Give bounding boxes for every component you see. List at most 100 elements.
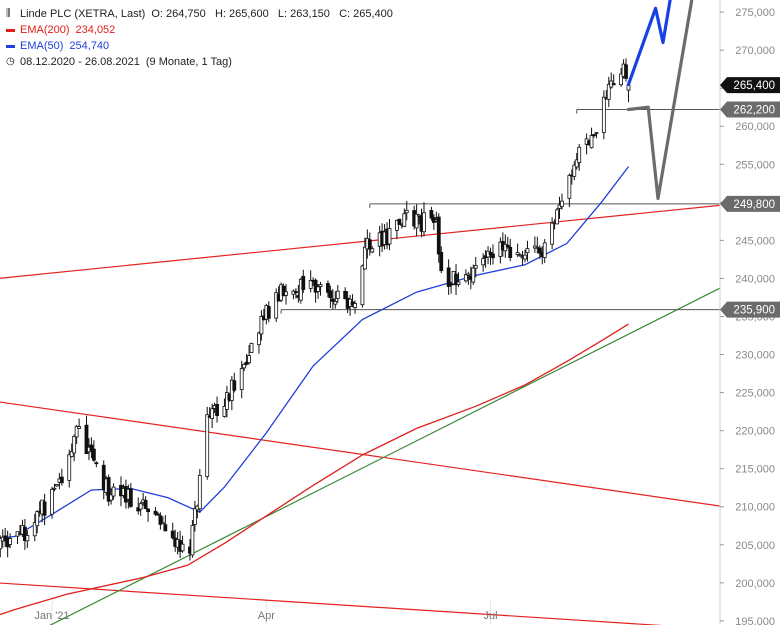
candle-body (505, 244, 510, 248)
candle-body (572, 164, 577, 177)
candle-body (577, 146, 582, 163)
candle-body (74, 425, 79, 438)
last-price-label: 265,400 (733, 80, 775, 92)
candle-body (94, 462, 99, 465)
candle-body (463, 274, 468, 282)
candle-body (109, 494, 114, 501)
candle-body (488, 251, 493, 255)
candle-body (439, 251, 444, 272)
candle-body (197, 474, 202, 510)
candle-body (32, 522, 37, 537)
candle-body (624, 64, 628, 79)
candle-body (50, 488, 54, 515)
level-price-label: 235,900 (733, 305, 775, 317)
x-tick-label: Apr (258, 610, 275, 622)
legend-instrument: Linde PLC (XETRA, Last) (20, 8, 146, 20)
candle-body (249, 342, 254, 353)
candle-body (343, 290, 348, 300)
x-axis: Jan '21 Apr Jul (34, 610, 497, 622)
candle-body (537, 247, 542, 254)
candle-body (397, 218, 402, 225)
candle-body (266, 306, 271, 319)
projection-arrows (626, 0, 694, 201)
legend-period: 08.12.2020 - 26.08.2021 (20, 56, 140, 68)
candle-body (274, 292, 279, 319)
candle-body (293, 291, 298, 294)
ema50-line (0, 166, 630, 539)
level-price-tag (720, 101, 780, 118)
y-tick-label: 230,000 (735, 350, 775, 362)
legend-ema200-label: EMA(200) (20, 24, 70, 36)
candle-body (89, 444, 94, 452)
candle-body (525, 248, 530, 254)
candle-body (318, 284, 323, 287)
y-tick-label: 275,000 (735, 7, 775, 19)
y-tick-label: 270,000 (735, 45, 775, 57)
red-trendline (0, 582, 663, 625)
candle-body (404, 209, 409, 214)
candle-body (101, 464, 106, 491)
candle-body (316, 286, 320, 292)
candle-body (436, 216, 441, 255)
candle-body (508, 246, 513, 258)
x-tick-label: Jul (483, 610, 497, 622)
candle-body (106, 477, 111, 502)
candle-body (225, 392, 229, 410)
candle-body (160, 522, 165, 525)
red-trendline (0, 204, 720, 279)
y-tick-label: 195,000 (735, 616, 775, 625)
candle-body (454, 273, 458, 286)
candle-body (247, 355, 251, 364)
candlestick-icon: ⫼ (6, 8, 11, 19)
candle-body (205, 414, 210, 477)
candle-body (301, 275, 306, 290)
candle-body (515, 252, 520, 256)
candle-body (574, 159, 579, 168)
y-tick-label: 240,000 (735, 273, 775, 285)
candle-body (589, 135, 594, 149)
candle-body (35, 511, 40, 527)
candle-body (55, 484, 59, 487)
ema-lines (0, 166, 630, 616)
level-price-tag (720, 195, 780, 212)
candle-body (239, 368, 244, 390)
y-tick-label: 260,000 (735, 121, 775, 133)
candle-body (153, 510, 158, 515)
blue-projection-arrow (626, 0, 672, 87)
candle-body (143, 500, 148, 509)
candle-body (446, 267, 451, 287)
candle-body (59, 476, 64, 484)
last-price-tag (720, 77, 780, 94)
candle-body (429, 210, 434, 219)
candle-body (594, 132, 599, 134)
legend-ema50-row: EMA(50) 254,740 (6, 38, 393, 54)
candle-body (232, 380, 237, 391)
candle-body (503, 243, 508, 252)
candle-body (560, 200, 564, 207)
candle-body (601, 96, 606, 133)
candles (0, 58, 631, 561)
candle-body (244, 361, 249, 365)
candle-body (91, 448, 96, 461)
candle-body (360, 265, 365, 306)
legend: ⫼ Linde PLC (XETRA, Last) O: 264,750 H: … (6, 6, 393, 70)
legend-ohlc: O: 264,750 H: 265,600 L: 263,150 C: 265,… (151, 8, 393, 20)
candle-body (67, 454, 72, 481)
candle-body (606, 83, 611, 100)
candle-body (449, 283, 454, 286)
y-tick-label: 210,000 (735, 502, 775, 514)
candle-body (523, 254, 527, 260)
candle-body (481, 258, 486, 266)
candle-body (84, 424, 89, 455)
candle-body (146, 508, 150, 513)
candle-body (491, 253, 495, 259)
candle-body (313, 279, 318, 293)
legend-ema50-label: EMA(50) (20, 40, 64, 52)
y-tick-label: 215,000 (735, 464, 775, 476)
candle-body (128, 488, 133, 507)
green-trendline (49, 287, 720, 625)
candle-body (362, 246, 367, 270)
candle-body (138, 503, 143, 510)
